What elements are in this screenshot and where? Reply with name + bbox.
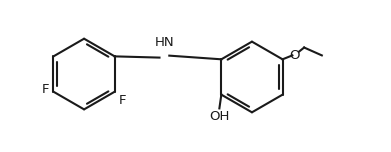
Text: OH: OH	[209, 110, 230, 123]
Text: F: F	[118, 94, 126, 107]
Text: F: F	[42, 83, 50, 96]
Text: HN: HN	[154, 36, 174, 49]
Text: O: O	[289, 49, 300, 62]
